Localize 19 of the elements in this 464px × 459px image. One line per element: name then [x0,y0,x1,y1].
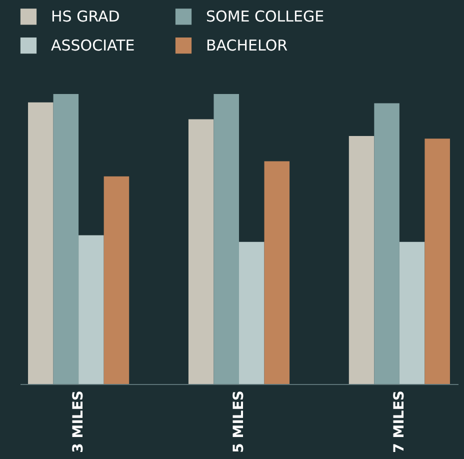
bar [28,102,54,384]
legend-label: BACHELOR [206,36,288,54]
bar [399,242,425,384]
legend-label: HS GRAD [51,8,120,26]
x-tick-label: 5 MILES [231,390,247,453]
bar [264,161,290,384]
x-tick-label: 7 MILES [391,390,408,453]
bar [53,94,79,384]
bar [239,242,264,384]
legend-label: ASSOCIATE [51,36,135,54]
x-tick-label: 3 MILES [70,390,87,453]
bar [374,103,400,384]
bar [348,136,374,384]
bar [424,138,450,384]
legend-label: SOME COLLEGE [206,8,324,26]
bar [188,119,214,384]
bar [104,176,130,384]
bar [78,235,104,384]
bar [214,94,239,384]
